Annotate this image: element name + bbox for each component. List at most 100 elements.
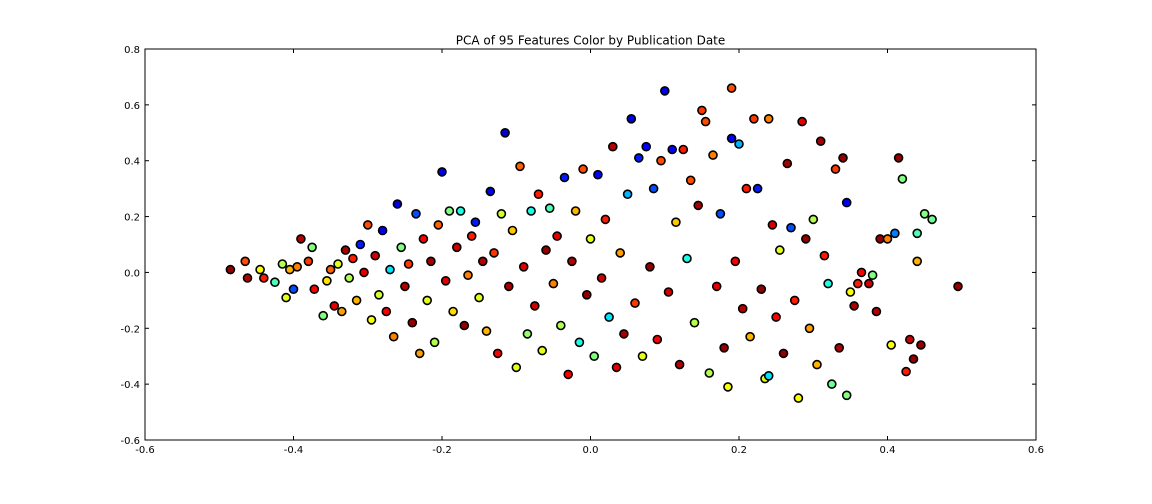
data-point: [526, 206, 536, 216]
data-point: [763, 370, 774, 381]
data-point: [281, 292, 291, 303]
data-point: [908, 354, 919, 364]
data-point: [403, 259, 414, 269]
data-point: [856, 267, 867, 278]
data-point: [730, 256, 741, 267]
data-point: [641, 141, 652, 152]
data-point: [659, 86, 670, 96]
data-point: [685, 175, 696, 186]
data-point: [841, 390, 852, 401]
data-point: [767, 220, 778, 230]
data-point: [225, 264, 236, 275]
x-tick-label: -0.4: [284, 445, 304, 456]
data-point: [270, 277, 280, 288]
data-point: [815, 136, 826, 146]
x-tick-label: 0.2: [731, 445, 747, 456]
data-point: [388, 331, 399, 342]
data-point: [492, 348, 503, 359]
data-point: [953, 281, 963, 292]
data-point: [322, 275, 332, 286]
data-point: [463, 270, 473, 281]
y-tick-label: 0.2: [124, 213, 140, 224]
data-point: [800, 234, 811, 244]
data-point: [522, 329, 533, 339]
data-point: [745, 331, 755, 342]
data-point: [782, 158, 793, 169]
data-point: [414, 348, 425, 359]
data-point: [242, 273, 253, 283]
data-point: [329, 301, 340, 311]
data-point: [615, 248, 626, 258]
data-point: [277, 259, 288, 269]
data-point: [448, 306, 458, 317]
y-tick-label: -0.2: [120, 324, 140, 335]
data-point: [622, 189, 633, 199]
data-point: [637, 351, 648, 362]
data-point: [893, 153, 904, 163]
data-point: [611, 362, 622, 373]
data-point: [904, 334, 915, 345]
y-tick-label: -0.6: [120, 436, 140, 447]
data-point: [333, 259, 343, 269]
data-point: [786, 222, 796, 233]
data-point: [515, 161, 525, 172]
data-point: [630, 298, 640, 308]
data-point: [481, 326, 492, 336]
data-point: [693, 200, 704, 211]
data-point: [555, 320, 566, 331]
data-point: [697, 105, 707, 116]
data-point: [749, 114, 759, 124]
data-point: [396, 242, 407, 253]
data-point: [723, 382, 733, 392]
data-point: [596, 273, 607, 283]
data-point: [552, 231, 562, 241]
data-point: [426, 256, 436, 267]
data-point: [400, 281, 410, 292]
data-point: [537, 345, 548, 356]
data-point: [774, 245, 785, 255]
data-point: [589, 351, 600, 362]
data-point: [258, 273, 269, 283]
data-point: [715, 209, 726, 219]
data-point: [559, 172, 570, 183]
data-point: [288, 284, 299, 295]
data-point: [340, 245, 351, 255]
y-tick-label: 0.0: [124, 268, 140, 279]
data-point: [756, 284, 767, 295]
data-point: [841, 197, 852, 208]
data-point: [711, 281, 722, 292]
data-point: [318, 310, 329, 321]
data-point: [451, 242, 462, 253]
data-point: [503, 281, 514, 292]
data-point: [808, 214, 819, 225]
data-point: [485, 186, 496, 197]
data-point: [845, 287, 856, 297]
data-point: [819, 250, 830, 261]
data-point: [548, 278, 559, 289]
data-point: [348, 253, 358, 264]
data-point: [407, 317, 418, 328]
data-point: [652, 334, 663, 345]
x-tick-label: 0.4: [880, 445, 896, 456]
data-point: [886, 340, 897, 350]
data-point: [351, 295, 362, 306]
data-point: [377, 225, 388, 236]
data-point: [437, 167, 447, 177]
data-point: [674, 359, 685, 370]
data-point: [444, 206, 455, 216]
data-point: [912, 228, 923, 239]
data-point: [912, 256, 923, 267]
x-tick-label: -0.2: [432, 445, 452, 456]
x-tick-label: 0.6: [1028, 445, 1044, 456]
data-point: [927, 214, 937, 225]
data-point: [303, 256, 314, 267]
plot-frame: [144, 48, 1037, 441]
data-point: [518, 261, 529, 272]
data-point: [466, 231, 477, 241]
data-point: [882, 234, 893, 244]
data-point: [778, 348, 789, 359]
x-tick-label: 0.0: [583, 445, 599, 456]
data-point: [567, 256, 577, 267]
y-tick-label: 0.6: [124, 101, 140, 112]
